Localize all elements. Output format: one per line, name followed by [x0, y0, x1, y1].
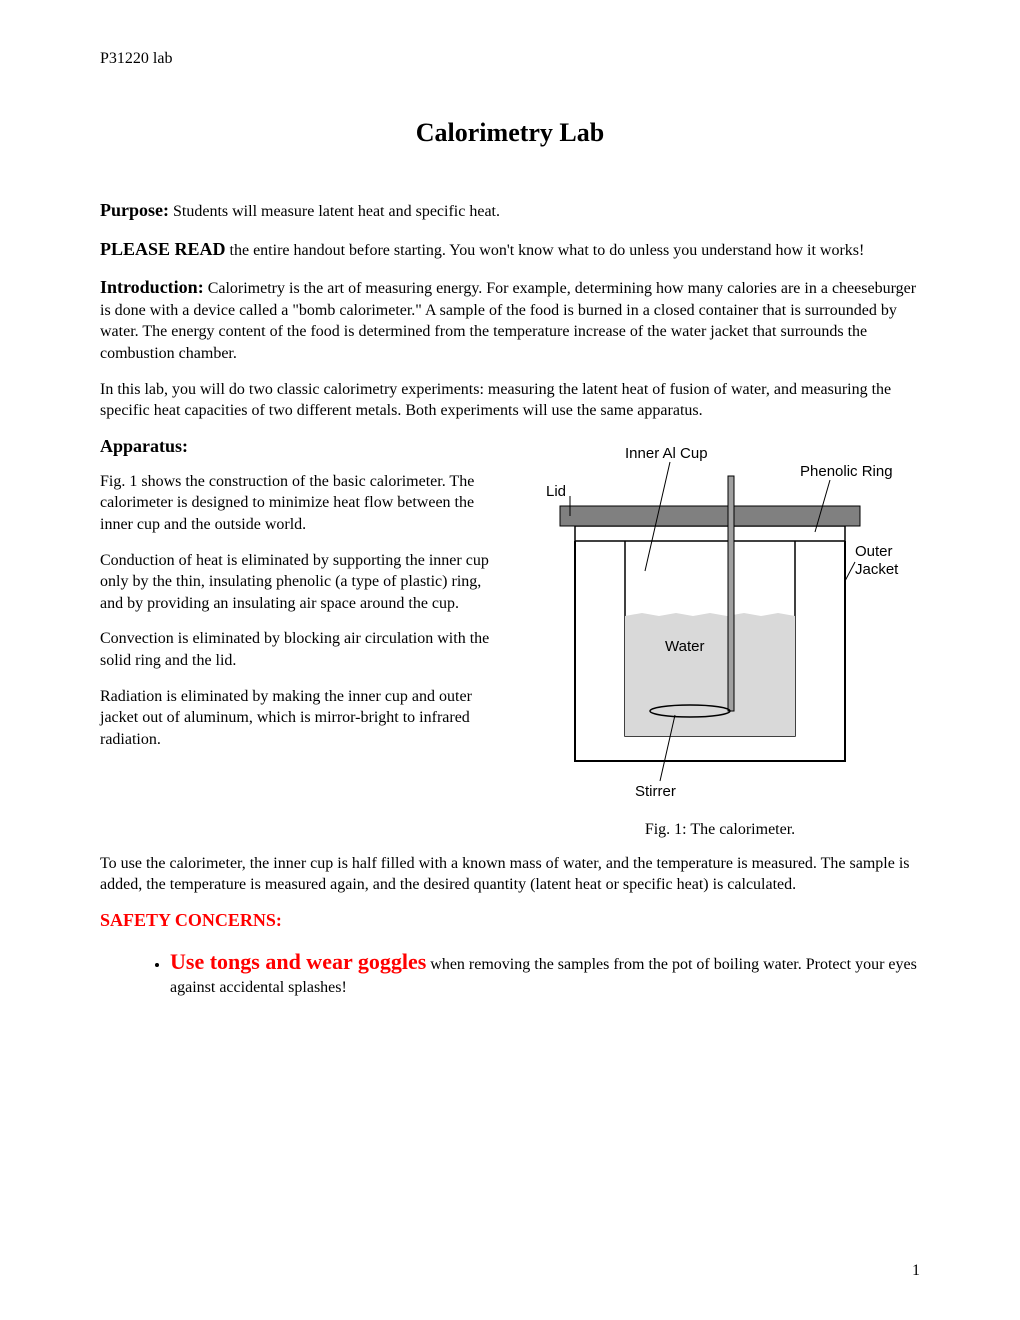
- purpose-section: Purpose: Students will measure latent he…: [100, 198, 920, 223]
- svg-text:Lid: Lid: [546, 483, 566, 500]
- figure-caption: Fig. 1: The calorimeter.: [520, 821, 920, 839]
- safety-list: Use tongs and wear goggles when removing…: [100, 947, 920, 998]
- svg-text:Stirrer: Stirrer: [635, 783, 676, 800]
- course-label: P31220 lab: [100, 50, 920, 68]
- purpose-text: Students will measure latent heat and sp…: [169, 203, 500, 220]
- apparatus-para-3: Convection is eliminated by blocking air…: [100, 628, 500, 671]
- please-read-text: the entire handout before starting. You …: [226, 242, 865, 259]
- document-title: Calorimetry Lab: [100, 118, 920, 148]
- please-read-bold: PLEASE READ: [100, 239, 226, 259]
- svg-text:Water: Water: [665, 638, 704, 655]
- purpose-heading: Purpose:: [100, 200, 169, 220]
- introduction-section: Introduction: Calorimetry is the art of …: [100, 275, 920, 364]
- svg-text:Phenolic Ring: Phenolic Ring: [800, 463, 893, 480]
- apparatus-text-column: Apparatus: Fig. 1 shows the construction…: [100, 436, 500, 839]
- page-number: 1: [912, 1262, 920, 1280]
- apparatus-para-2: Conduction of heat is eliminated by supp…: [100, 550, 500, 615]
- svg-text:Inner Al Cup: Inner Al Cup: [625, 445, 708, 462]
- calorimeter-svg: Inner Al Cup Phenolic Ring Lid OuterJacket W…: [530, 436, 910, 806]
- introduction-heading: Introduction:: [100, 277, 204, 297]
- apparatus-heading: Apparatus:: [100, 436, 500, 457]
- usage-paragraph: To use the calorimeter, the inner cup is…: [100, 853, 920, 896]
- calorimeter-diagram: Inner Al Cup Phenolic Ring Lid OuterJacket W…: [530, 436, 910, 811]
- figure-column: Inner Al Cup Phenolic Ring Lid OuterJacket W…: [520, 436, 920, 839]
- safety-item-1: Use tongs and wear goggles when removing…: [170, 947, 920, 998]
- svg-text:Jacket: Jacket: [855, 561, 899, 578]
- apparatus-layout: Apparatus: Fig. 1 shows the construction…: [100, 436, 920, 839]
- safety-emphasis: Use tongs and wear goggles: [170, 949, 426, 974]
- introduction-text: Calorimetry is the art of measuring ener…: [100, 280, 916, 362]
- svg-text:Outer: Outer: [855, 543, 893, 560]
- apparatus-para-4: Radiation is eliminated by making the in…: [100, 686, 500, 751]
- intro-para-2: In this lab, you will do two classic cal…: [100, 379, 920, 422]
- safety-heading: SAFETY CONCERNS:: [100, 910, 920, 931]
- please-read-section: PLEASE READ the entire handout before st…: [100, 237, 920, 262]
- apparatus-para-1: Fig. 1 shows the construction of the bas…: [100, 471, 500, 536]
